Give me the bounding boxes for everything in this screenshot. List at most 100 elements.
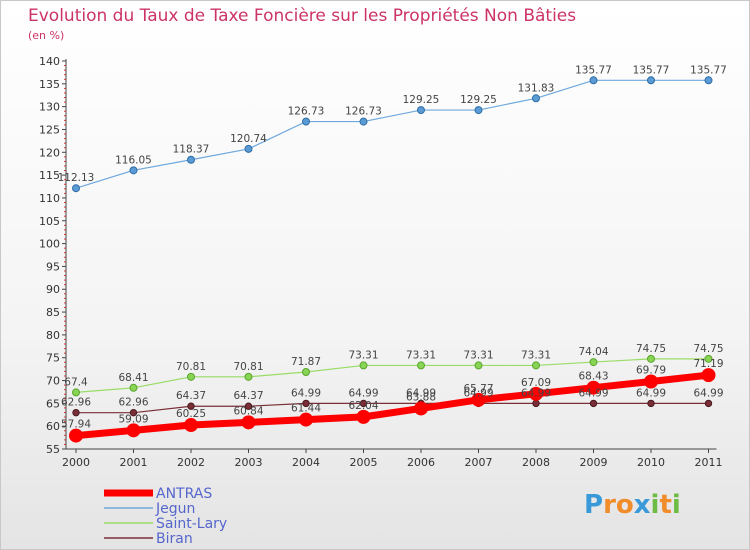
y-tick-label: 110 bbox=[39, 192, 60, 205]
axes: 55 60 65 70 75 80 85 90 95 100 105 110 115 120 125 130 1… bbox=[39, 55, 723, 469]
data-label: 131.83 bbox=[518, 82, 555, 94]
data-point bbox=[647, 76, 655, 85]
data-label: 64.99 bbox=[463, 387, 493, 399]
y-tick-label: 130 bbox=[39, 101, 60, 114]
data-point bbox=[356, 409, 371, 424]
data-point bbox=[704, 399, 713, 408]
data-label: 73.31 bbox=[463, 349, 493, 361]
data-point bbox=[129, 408, 138, 417]
data-point bbox=[302, 367, 310, 376]
data-point bbox=[244, 372, 253, 381]
point-labels: 57.94 59.09 60.25 60.84 61.44 62.04 63.88 65.77… bbox=[58, 64, 727, 430]
data-point bbox=[644, 374, 658, 389]
data-point bbox=[129, 383, 138, 392]
y-tick-label: 140 bbox=[39, 55, 60, 68]
y-tick-label: 95 bbox=[46, 260, 60, 273]
data-label: 64.99 bbox=[521, 387, 551, 399]
y-tick-label: 60 bbox=[46, 420, 60, 433]
data-label: 73.31 bbox=[521, 349, 551, 361]
data-point bbox=[126, 423, 141, 438]
data-label: 69.79 bbox=[636, 364, 666, 376]
data-label: 74.75 bbox=[636, 343, 666, 355]
data-point bbox=[72, 408, 80, 417]
data-point bbox=[69, 428, 83, 443]
data-label: 64.99 bbox=[348, 387, 378, 399]
legend-label: Saint-Lary bbox=[156, 516, 227, 532]
data-point bbox=[359, 361, 368, 370]
series-line-jegun bbox=[75, 79, 710, 189]
y-tick-label: 70 bbox=[46, 375, 60, 388]
x-tick-label: 2007 bbox=[465, 456, 493, 469]
data-point bbox=[244, 402, 253, 410]
data-point bbox=[417, 361, 425, 370]
data-label: 68.41 bbox=[118, 372, 148, 384]
data-label: 62.96 bbox=[118, 397, 148, 409]
data-point bbox=[532, 94, 540, 103]
legend-label: Jegun bbox=[155, 501, 195, 517]
x-tick-label: 2010 bbox=[637, 456, 665, 469]
data-point bbox=[359, 399, 368, 408]
data-point bbox=[299, 412, 313, 427]
data-label: 70.81 bbox=[233, 361, 263, 373]
x-tick-label: 2002 bbox=[177, 456, 205, 469]
x-tick-label: 2009 bbox=[580, 456, 608, 469]
data-label: 126.73 bbox=[288, 106, 325, 118]
data-label: 65.77 bbox=[463, 383, 493, 395]
data-point bbox=[359, 117, 368, 126]
x-tick-label: 2001 bbox=[120, 456, 148, 469]
data-point bbox=[187, 372, 195, 381]
data-label: 74.04 bbox=[578, 346, 608, 358]
data-label: 129.25 bbox=[403, 94, 440, 106]
logo-letter: P bbox=[584, 490, 604, 520]
data-point bbox=[701, 368, 716, 383]
data-label: 73.31 bbox=[348, 349, 378, 361]
series-line-biran bbox=[75, 402, 710, 414]
data-label: 118.37 bbox=[173, 144, 210, 156]
data-point bbox=[471, 392, 486, 407]
data-label: 67.4 bbox=[64, 376, 88, 388]
data-label: 64.37 bbox=[233, 390, 263, 402]
y-tick-label: 65 bbox=[46, 397, 60, 410]
data-label: 116.05 bbox=[115, 154, 152, 166]
data-label: 64.99 bbox=[291, 387, 321, 399]
data-label: 112.13 bbox=[58, 172, 95, 184]
data-label: 71.19 bbox=[693, 358, 723, 370]
series-line-antras bbox=[72, 371, 712, 440]
data-label: 64.99 bbox=[578, 387, 608, 399]
data-point bbox=[589, 76, 598, 85]
data-point bbox=[72, 184, 80, 193]
data-point bbox=[474, 106, 483, 115]
data-label: 62.96 bbox=[61, 397, 91, 409]
data-label: 63.88 bbox=[406, 391, 436, 403]
logo-letter: x bbox=[633, 490, 651, 520]
logo-letter: r bbox=[603, 490, 616, 520]
y-tick-label: 55 bbox=[46, 443, 60, 456]
y-tick-label: 120 bbox=[39, 146, 60, 159]
data-point bbox=[184, 418, 198, 433]
data-label: 120.74 bbox=[230, 133, 267, 145]
legend-label: ANTRAS bbox=[156, 486, 212, 502]
data-label: 64.37 bbox=[176, 390, 206, 402]
data-label: 73.31 bbox=[406, 349, 436, 361]
data-point bbox=[586, 380, 601, 395]
data-label: 60.84 bbox=[233, 405, 263, 417]
data-label: 135.77 bbox=[690, 64, 727, 76]
data-label: 67.09 bbox=[521, 377, 551, 389]
y-axis-unit-label: (en %) bbox=[28, 29, 65, 42]
data-label: 135.77 bbox=[575, 64, 612, 76]
data-point bbox=[529, 386, 543, 401]
data-label: 61.44 bbox=[291, 403, 321, 415]
data-point bbox=[302, 117, 310, 126]
data-point bbox=[647, 399, 655, 408]
y-tick-label: 85 bbox=[46, 306, 60, 319]
proxiti-logo: Proxiti bbox=[584, 490, 681, 520]
y-tick-label: 105 bbox=[39, 215, 60, 228]
data-label: 74.75 bbox=[693, 343, 723, 355]
data-point bbox=[589, 358, 598, 367]
series-lines bbox=[69, 76, 716, 443]
x-tick-label: 2008 bbox=[522, 456, 550, 469]
data-point bbox=[532, 399, 540, 408]
